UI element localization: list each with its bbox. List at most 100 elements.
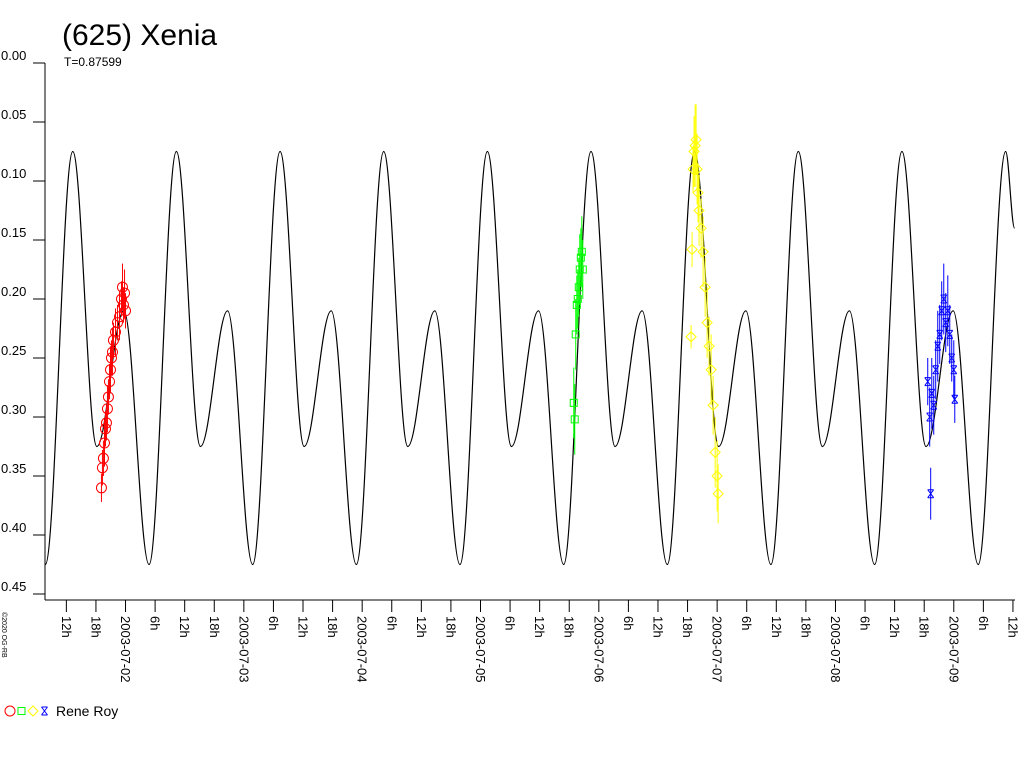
data-point [573, 295, 582, 303]
y-tick-label: 0.25 [1, 343, 26, 358]
x-tick-label: 12h [59, 616, 74, 638]
data-point [691, 163, 703, 175]
x-tick-label: 2003-07-06 [591, 616, 606, 683]
legend-marker [27, 705, 39, 717]
data-point [926, 412, 934, 422]
y-tick-label: 0.10 [1, 166, 26, 181]
y-tick-label: 0.20 [1, 284, 26, 299]
x-tick-label: 12h [769, 616, 784, 638]
data-point [703, 340, 715, 352]
data-point [95, 482, 107, 494]
x-tick-label: 6h [858, 616, 873, 630]
y-tick-label: 0.40 [1, 520, 26, 535]
y-tick-label: 0.00 [1, 48, 26, 63]
legend-marker [41, 706, 48, 716]
data-point [938, 306, 946, 316]
data-point [699, 281, 711, 293]
data-point [934, 341, 942, 351]
data-point [932, 365, 940, 375]
data-point [119, 287, 131, 299]
x-tick-label: 18h [88, 616, 103, 638]
data-point [692, 187, 704, 199]
data-point [924, 377, 932, 387]
data-point [695, 222, 707, 234]
x-tick-label: 6h [739, 616, 754, 630]
data-point [690, 133, 702, 146]
x-tick-label: 6h [621, 616, 636, 630]
data-point [927, 489, 935, 499]
x-tick-label: 12h [650, 616, 665, 638]
x-tick-label: 6h [976, 616, 991, 630]
x-tick-label: 18h [562, 616, 577, 638]
data-point [102, 391, 114, 403]
data-point [107, 334, 119, 346]
model-curve [44, 150, 1016, 566]
data-point [117, 299, 129, 311]
data-point [111, 317, 123, 329]
data-point [948, 353, 956, 363]
legend-marker [4, 705, 16, 717]
x-tick-label: 12h [296, 616, 311, 638]
data-point [705, 364, 717, 376]
x-tick-label: 2003-07-09 [946, 616, 961, 683]
data-point [685, 331, 697, 343]
data-point [569, 398, 578, 407]
x-tick-label: 12h [1005, 616, 1020, 638]
chart-subtitle: T=0.87599 [64, 55, 122, 69]
data-point [116, 281, 128, 293]
data-point [115, 293, 127, 305]
data-point [101, 403, 113, 415]
legend-marker [17, 707, 26, 715]
data-point [944, 306, 952, 316]
data-point [712, 487, 724, 500]
x-tick-label: 18h [443, 616, 458, 638]
y-tick-label: 0.15 [1, 225, 26, 240]
y-tick-label: 0.45 [1, 579, 26, 594]
data-point [104, 364, 116, 376]
legend-label: Rene Roy [56, 703, 118, 719]
y-tick-label: 0.05 [1, 107, 26, 122]
x-tick-label: 12h [414, 616, 429, 638]
x-tick-label: 18h [680, 616, 695, 638]
x-tick-label: 6h [384, 616, 399, 630]
data-point [686, 243, 698, 256]
data-point [711, 470, 723, 482]
data-point [707, 399, 719, 411]
data-point [571, 330, 580, 339]
chart-title: (625) Xenia [62, 19, 217, 52]
x-tick-label: 2003-07-04 [355, 616, 370, 683]
data-point [578, 265, 587, 274]
data-point [99, 423, 111, 435]
data-point [98, 437, 110, 449]
data-point [104, 376, 116, 388]
data-point [942, 318, 950, 328]
data-point [928, 388, 936, 398]
data-point [572, 300, 581, 309]
x-tick-label: 2003-07-05 [473, 616, 488, 683]
x-tick-label: 12h [887, 616, 902, 638]
data-point [577, 247, 586, 256]
x-tick-label: 18h [798, 616, 813, 638]
x-tick-label: 2003-07-02 [118, 616, 133, 683]
data-point [701, 316, 713, 329]
data-point [950, 365, 958, 375]
x-tick-label: 2003-07-03 [236, 616, 251, 683]
data-point [936, 329, 944, 339]
data-point [951, 394, 959, 404]
data-point [709, 446, 721, 459]
y-tick-label: 0.30 [1, 402, 26, 417]
x-tick-label: 2003-07-08 [828, 616, 843, 683]
x-tick-label: 6h [503, 616, 518, 630]
x-tick-label: 18h [325, 616, 340, 638]
copyright: ©2020 OG-RB [0, 612, 8, 658]
x-tick-label: 2003-07-07 [710, 616, 725, 683]
data-point [106, 346, 118, 358]
x-tick-label: 6h [266, 616, 281, 630]
data-point [120, 305, 132, 317]
x-tick-label: 12h [177, 616, 192, 638]
x-tick-label: 6h [148, 616, 163, 630]
x-tick-label: 12h [532, 616, 547, 638]
y-tick-label: 0.35 [1, 461, 26, 476]
data-point [946, 329, 954, 339]
